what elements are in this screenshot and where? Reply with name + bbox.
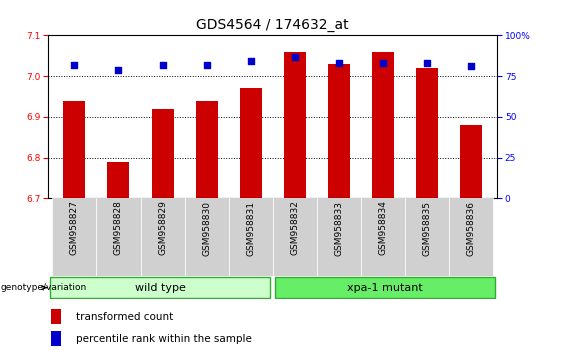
Bar <box>97 198 141 276</box>
Text: GSM958827: GSM958827 <box>70 201 79 256</box>
Point <box>334 60 343 66</box>
Text: genotype/variation: genotype/variation <box>1 283 87 292</box>
Text: GSM958830: GSM958830 <box>202 201 211 256</box>
Point <box>378 60 387 66</box>
Point <box>422 60 431 66</box>
Bar <box>51 309 60 324</box>
Bar <box>151 109 173 198</box>
Text: GSM958828: GSM958828 <box>114 201 123 256</box>
Text: xpa-1 mutant: xpa-1 mutant <box>347 282 423 293</box>
Point <box>202 62 211 68</box>
Point <box>290 54 299 59</box>
Bar <box>240 88 262 198</box>
Bar <box>273 198 316 276</box>
Bar <box>185 198 229 276</box>
Text: GSM958832: GSM958832 <box>290 201 299 256</box>
FancyBboxPatch shape <box>50 277 271 298</box>
Point <box>246 59 255 64</box>
Bar <box>416 68 438 198</box>
Bar <box>107 162 129 198</box>
Text: percentile rank within the sample: percentile rank within the sample <box>76 333 252 344</box>
Text: GSM958834: GSM958834 <box>378 201 387 256</box>
Point <box>466 63 475 69</box>
Text: wild type: wild type <box>135 282 186 293</box>
Bar <box>284 52 306 198</box>
Bar <box>63 101 85 198</box>
Bar <box>328 64 350 198</box>
Text: GSM958831: GSM958831 <box>246 201 255 256</box>
Point <box>114 67 123 73</box>
Bar <box>405 198 449 276</box>
Bar <box>316 198 360 276</box>
Point <box>70 62 79 68</box>
Bar <box>460 125 482 198</box>
Bar <box>195 101 218 198</box>
Bar <box>141 198 185 276</box>
Bar <box>51 331 60 346</box>
Title: GDS4564 / 174632_at: GDS4564 / 174632_at <box>196 18 349 32</box>
Bar <box>229 198 273 276</box>
Text: GSM958829: GSM958829 <box>158 201 167 256</box>
Text: GSM958836: GSM958836 <box>466 201 475 256</box>
Bar <box>449 198 493 276</box>
Point <box>158 62 167 68</box>
Text: GSM958833: GSM958833 <box>334 201 343 256</box>
Bar <box>372 52 394 198</box>
Bar <box>53 198 97 276</box>
Text: transformed count: transformed count <box>76 312 173 321</box>
Bar <box>360 198 405 276</box>
Text: GSM958835: GSM958835 <box>422 201 431 256</box>
FancyBboxPatch shape <box>275 277 495 298</box>
